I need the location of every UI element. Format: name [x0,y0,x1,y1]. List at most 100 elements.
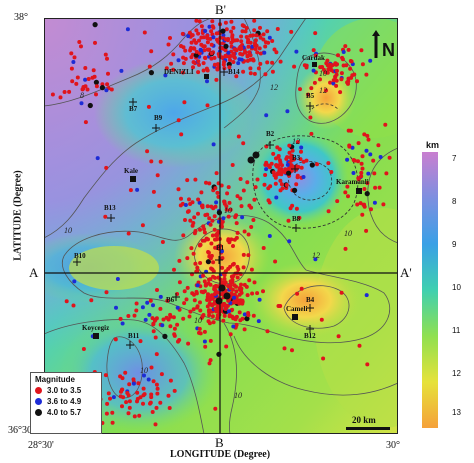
earthquake-point [275,27,280,31]
earthquake-point [334,78,339,83]
earthquake-point [142,30,147,35]
earthquake-point [220,28,226,34]
colorbar-tick: 7 [452,154,457,163]
earthquake-point [295,140,300,144]
earthquake-point [249,225,254,229]
earthquake-point [211,260,216,265]
earthquake-point [131,377,136,382]
colorbar-tick: 8 [452,197,457,206]
earthquake-point [127,382,132,387]
earthquake-point [266,40,271,45]
earthquake-point [252,18,257,23]
earthquake-point [249,205,254,210]
contour-lines [44,18,398,434]
earthquake-point [109,87,114,92]
earthquake-point [219,222,224,227]
contour-label: 10 [319,69,327,78]
earthquake-point [181,55,186,60]
earthquake-point [229,274,234,279]
earthquake-point [299,165,304,170]
earthquake-point [132,414,137,419]
svg-text:B4: B4 [306,296,315,304]
earthquake-point [208,358,213,363]
earthquake-point [160,323,165,328]
earthquake-point [226,50,231,55]
earthquake-point [221,216,226,221]
earthquake-point [150,316,155,321]
earthquake-point [225,191,230,196]
earthquake-point [105,56,109,61]
earthquake-point [267,35,272,40]
svg-text:B13: B13 [104,204,116,212]
earthquake-point [210,233,215,238]
earthquake-point [184,297,189,302]
earthquake-point [106,391,111,396]
earthquake-point [223,20,228,25]
earthquake-point [113,337,118,342]
earthquake-point [381,202,386,207]
earthquake-point [64,299,69,304]
earthquake-point [245,53,250,58]
earthquake-point [274,172,279,177]
earthquake-point [266,198,271,203]
earthquake-point [364,191,370,197]
earthquake-point [283,170,287,175]
earthquake-point [372,200,377,205]
earthquake-point [183,203,188,207]
earthquake-point [164,66,169,71]
earthquake-point [274,163,279,168]
earthquake-point [362,204,367,209]
station-b10: B10 [73,252,86,266]
earthquake-point [94,84,99,89]
earthquake-point [145,300,150,305]
earthquake-point [190,200,195,205]
earthquake-point [351,171,356,175]
earthquake-point [223,37,228,42]
earthquake-point [223,48,228,53]
earthquake-point [86,77,91,81]
earthquake-point [318,65,323,70]
earthquake-point [236,134,241,139]
earthquake-point [209,241,214,246]
major-earthquake-point [247,156,255,164]
place-cameli: Cameli [286,305,307,320]
earthquake-point [220,280,225,285]
earthquake-point [154,382,159,387]
earthquake-point [104,165,109,170]
earthquake-point [171,52,176,57]
earthquake-point [289,168,294,173]
earthquake-point [270,60,275,65]
svg-text:B11: B11 [128,332,140,340]
earthquake-point [359,174,364,179]
earthquake-point [185,178,190,183]
earthquake-point [202,230,207,235]
earthquake-point [239,204,244,209]
earthquake-point [177,258,182,263]
earthquake-point [120,404,124,409]
red-dot-icon [35,387,42,394]
svg-text:B1: B1 [216,244,225,252]
earthquake-point [232,295,236,300]
svg-text:DENIZLI: DENIZLI [164,68,194,76]
earthquake-point [222,313,227,318]
earthquake-point [298,157,303,162]
earthquake-point [346,128,351,133]
earthquake-point [251,58,256,63]
earthquake-point [127,399,132,404]
station-b14: B14 [220,68,240,76]
earthquake-point [208,308,213,313]
svg-text:Koycegiz: Koycegiz [82,324,109,332]
earthquake-point [198,331,203,336]
earthquake-point [298,87,302,92]
earthquake-point [232,47,237,52]
earthquake-point [282,346,287,351]
earthquake-point [239,39,244,44]
earthquake-point [339,71,344,76]
scale-label: 20 km [352,415,376,425]
earthquake-point [119,389,123,394]
earthquake-point [275,145,280,150]
earthquake-point [182,100,187,105]
earthquake-point [199,190,204,195]
earthquake-point [197,326,202,331]
contour-label: 8 [80,91,84,100]
